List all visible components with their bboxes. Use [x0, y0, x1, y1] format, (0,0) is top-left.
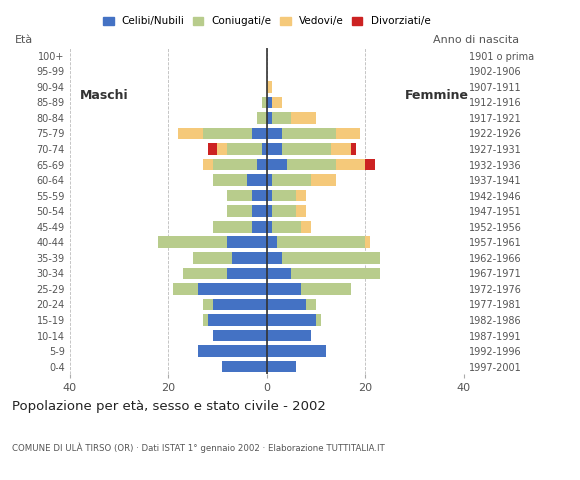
- Bar: [227, 143, 262, 155]
- Bar: [271, 190, 296, 202]
- Bar: [202, 314, 208, 326]
- Bar: [227, 205, 252, 217]
- Bar: [267, 314, 316, 326]
- Bar: [267, 267, 291, 279]
- Bar: [267, 361, 296, 372]
- Bar: [267, 112, 271, 124]
- Legend: Celibi/Nubili, Coniugati/e, Vedovi/e, Divorziati/e: Celibi/Nubili, Coniugati/e, Vedovi/e, Di…: [103, 16, 430, 26]
- Bar: [227, 267, 267, 279]
- Bar: [212, 299, 267, 310]
- Bar: [212, 174, 247, 186]
- Text: COMUNE DI ULÀ TIRSO (OR) · Dati ISTAT 1° gennaio 2002 · Elaborazione TUTTITALIA.: COMUNE DI ULÀ TIRSO (OR) · Dati ISTAT 1°…: [12, 443, 385, 453]
- Bar: [212, 221, 252, 233]
- Bar: [311, 174, 336, 186]
- Bar: [306, 299, 316, 310]
- Bar: [267, 205, 271, 217]
- Bar: [271, 96, 281, 108]
- Bar: [271, 174, 311, 186]
- Bar: [296, 205, 306, 217]
- Bar: [208, 314, 267, 326]
- Bar: [267, 128, 281, 139]
- Bar: [301, 221, 311, 233]
- Bar: [365, 237, 370, 248]
- Bar: [267, 237, 277, 248]
- Bar: [291, 267, 380, 279]
- Bar: [262, 143, 267, 155]
- Bar: [267, 345, 326, 357]
- Bar: [281, 252, 380, 264]
- Bar: [252, 128, 267, 139]
- Bar: [291, 112, 316, 124]
- Bar: [267, 190, 271, 202]
- Bar: [173, 283, 198, 295]
- Bar: [257, 112, 267, 124]
- Bar: [198, 345, 267, 357]
- Bar: [350, 143, 356, 155]
- Bar: [267, 252, 281, 264]
- Bar: [262, 96, 267, 108]
- Bar: [227, 190, 252, 202]
- Bar: [178, 128, 202, 139]
- Bar: [203, 299, 212, 310]
- Bar: [267, 143, 281, 155]
- Bar: [267, 174, 271, 186]
- Bar: [271, 205, 296, 217]
- Bar: [232, 252, 267, 264]
- Text: Popolazione per età, sesso e stato civile - 2002: Popolazione per età, sesso e stato civil…: [12, 400, 325, 413]
- Bar: [296, 190, 306, 202]
- Bar: [193, 252, 232, 264]
- Bar: [158, 237, 227, 248]
- Bar: [287, 159, 336, 170]
- Bar: [316, 314, 321, 326]
- Bar: [203, 159, 212, 170]
- Bar: [257, 159, 267, 170]
- Bar: [267, 81, 271, 93]
- Bar: [336, 128, 360, 139]
- Bar: [267, 283, 301, 295]
- Bar: [252, 205, 267, 217]
- Bar: [218, 143, 227, 155]
- Bar: [271, 221, 301, 233]
- Text: Maschi: Maschi: [79, 89, 128, 102]
- Bar: [331, 143, 350, 155]
- Bar: [267, 221, 271, 233]
- Bar: [267, 299, 306, 310]
- Bar: [267, 96, 271, 108]
- Bar: [365, 159, 375, 170]
- Bar: [183, 267, 227, 279]
- Bar: [227, 237, 267, 248]
- Bar: [208, 143, 218, 155]
- Bar: [271, 112, 291, 124]
- Bar: [222, 361, 267, 372]
- Bar: [252, 221, 267, 233]
- Bar: [267, 159, 287, 170]
- Bar: [212, 330, 267, 341]
- Bar: [336, 159, 365, 170]
- Bar: [301, 283, 350, 295]
- Text: Anno di nascita: Anno di nascita: [433, 35, 519, 45]
- Bar: [281, 143, 331, 155]
- Bar: [277, 237, 365, 248]
- Text: Femmine: Femmine: [405, 89, 469, 102]
- Bar: [252, 190, 267, 202]
- Bar: [281, 128, 336, 139]
- Bar: [247, 174, 267, 186]
- Text: Età: Età: [14, 35, 32, 45]
- Bar: [212, 159, 257, 170]
- Bar: [203, 128, 252, 139]
- Bar: [198, 283, 267, 295]
- Bar: [267, 330, 311, 341]
